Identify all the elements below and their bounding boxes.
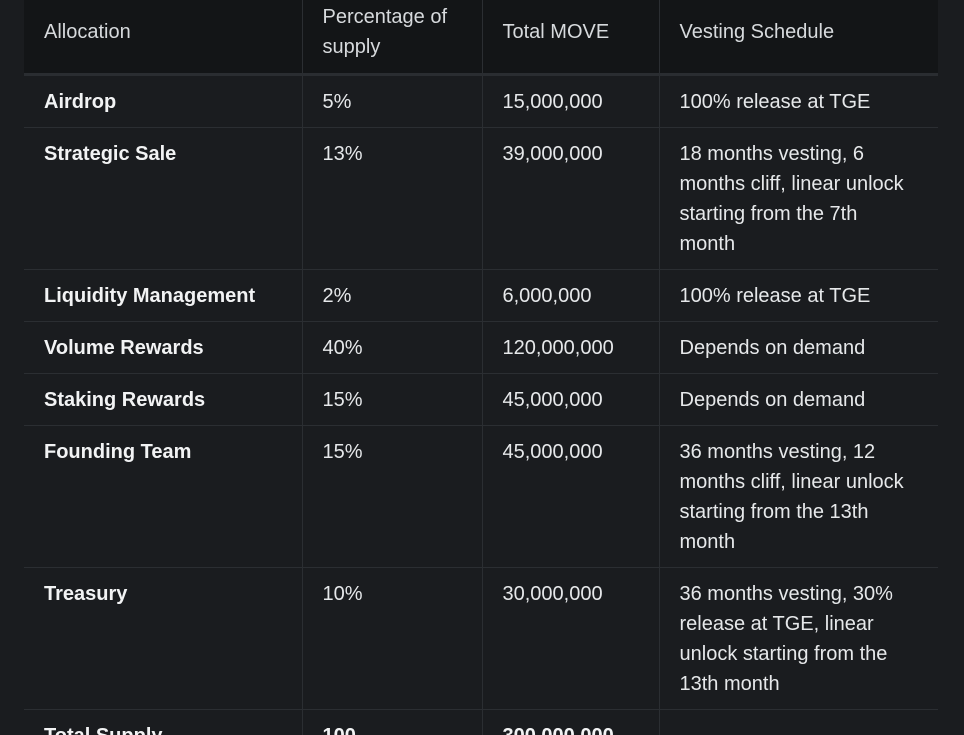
cell-percentage: 5% <box>302 74 483 128</box>
header-row: Allocation Percentage of supply Total MO… <box>24 0 938 76</box>
cell-percentage: 13% <box>302 127 483 270</box>
cell-vesting: Depends on demand <box>659 321 938 374</box>
table-row-founding-team: Founding Team 15% 45,000,000 36 months v… <box>24 425 938 568</box>
table-row-total-supply: Total Supply 100 300,000,000 <box>24 709 938 735</box>
table-row-airdrop: Airdrop 5% 15,000,000 100% release at TG… <box>24 74 938 128</box>
cell-total: 6,000,000 <box>482 269 660 322</box>
cell-total: 45,000,000 <box>482 373 660 426</box>
cell-allocation: Founding Team <box>24 425 303 568</box>
cell-vesting <box>659 709 938 735</box>
cell-vesting: Depends on demand <box>659 373 938 426</box>
cell-allocation: Treasury <box>24 567 303 710</box>
cell-total: 15,000,000 <box>482 74 660 128</box>
cell-allocation: Liquidity Management <box>24 269 303 322</box>
cell-allocation: Volume Rewards <box>24 321 303 374</box>
cell-percentage: 40% <box>302 321 483 374</box>
cell-vesting: 18 months vesting, 6 months cliff, linea… <box>659 127 938 270</box>
cell-percentage: 2% <box>302 269 483 322</box>
header-allocation: Allocation <box>24 0 303 76</box>
table-row-treasury: Treasury 10% 30,000,000 36 months vestin… <box>24 567 938 710</box>
cell-total: 120,000,000 <box>482 321 660 374</box>
cell-total: 39,000,000 <box>482 127 660 270</box>
cell-total: 30,000,000 <box>482 567 660 710</box>
cell-percentage: 15% <box>302 373 483 426</box>
cell-total: 45,000,000 <box>482 425 660 568</box>
cell-vesting: 36 months vesting, 30% release at TGE, l… <box>659 567 938 710</box>
allocation-table-container: Allocation Percentage of supply Total MO… <box>24 0 938 735</box>
cell-vesting: 100% release at TGE <box>659 74 938 128</box>
cell-percentage: 10% <box>302 567 483 710</box>
cell-percentage: 100 <box>302 709 483 735</box>
header-total-move: Total MOVE <box>482 0 660 76</box>
table-row-strategic-sale: Strategic Sale 13% 39,000,000 18 months … <box>24 127 938 270</box>
table-header: Allocation Percentage of supply Total MO… <box>24 0 938 76</box>
cell-allocation: Staking Rewards <box>24 373 303 426</box>
cell-allocation: Strategic Sale <box>24 127 303 270</box>
header-vesting-schedule: Vesting Schedule <box>659 0 938 76</box>
allocation-table: Allocation Percentage of supply Total MO… <box>24 0 938 735</box>
table-body: Airdrop 5% 15,000,000 100% release at TG… <box>24 74 938 735</box>
cell-allocation: Total Supply <box>24 709 303 735</box>
table-row-volume-rewards: Volume Rewards 40% 120,000,000 Depends o… <box>24 321 938 374</box>
cell-total: 300,000,000 <box>482 709 660 735</box>
cell-vesting: 36 months vesting, 12 months cliff, line… <box>659 425 938 568</box>
cell-vesting: 100% release at TGE <box>659 269 938 322</box>
table-row-staking-rewards: Staking Rewards 15% 45,000,000 Depends o… <box>24 373 938 426</box>
header-percentage: Percentage of supply <box>302 0 483 76</box>
cell-allocation: Airdrop <box>24 74 303 128</box>
table-row-liquidity-management: Liquidity Management 2% 6,000,000 100% r… <box>24 269 938 322</box>
cell-percentage: 15% <box>302 425 483 568</box>
